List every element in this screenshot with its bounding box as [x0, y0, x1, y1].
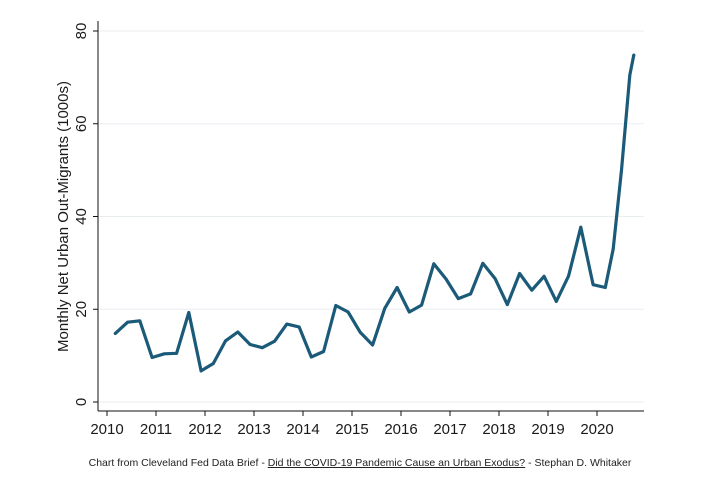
- x-axis-ticks: 2010 2011 2012 2013 2014 2015 2016 2017 2018 2019…: [90, 411, 614, 438]
- data-point: [505, 303, 509, 307]
- y-axis-ticks: 0 20 40 60 80: [73, 23, 98, 406]
- data-point: [224, 339, 227, 343]
- data-point: [620, 168, 623, 172]
- data-point: [632, 53, 636, 57]
- data-point: [432, 262, 436, 266]
- data-point: [518, 272, 521, 275]
- data-point: [322, 350, 325, 353]
- data-point: [591, 283, 595, 287]
- data-point: [628, 73, 632, 77]
- data-point: [469, 292, 472, 296]
- data-point: [611, 247, 615, 251]
- data-point: [383, 306, 387, 310]
- data-point: [175, 351, 178, 355]
- caption: Chart from Cleveland Fed Data Brief - Di…: [0, 457, 720, 469]
- data-point: [187, 311, 191, 314]
- data-point: [420, 303, 423, 307]
- gridlines: [99, 30, 644, 403]
- x-tick-label: 2014: [286, 421, 319, 438]
- x-tick-label: 2012: [188, 421, 221, 438]
- data-point: [248, 343, 252, 346]
- data-point: [162, 352, 166, 356]
- x-tick-label: 2011: [140, 421, 172, 438]
- data-point: [407, 310, 411, 314]
- y-tick-label: 40: [73, 208, 90, 225]
- series-line: [113, 53, 636, 373]
- data-point: [456, 297, 460, 300]
- data-point: [309, 355, 313, 359]
- data-point: [150, 356, 154, 359]
- data-point: [530, 288, 534, 292]
- y-tick-label: 20: [73, 301, 90, 318]
- data-point: [579, 225, 583, 229]
- data-point: [395, 286, 399, 289]
- x-tick-label: 2016: [384, 421, 417, 438]
- data-point: [481, 261, 485, 265]
- data-point: [236, 330, 240, 334]
- data-point: [554, 299, 558, 303]
- x-tick-label: 2019: [531, 421, 564, 438]
- data-point: [138, 319, 142, 323]
- data-point: [603, 286, 607, 289]
- data-point: [346, 310, 350, 314]
- x-tick-label: 2010: [90, 421, 123, 438]
- y-tick-label: 80: [73, 23, 90, 40]
- caption-suffix: - Stephan D. Whitaker: [525, 457, 632, 469]
- series-layer: [113, 53, 636, 373]
- data-point: [444, 277, 448, 281]
- data-point: [199, 369, 203, 373]
- x-tick-label: 2015: [335, 421, 368, 438]
- x-tick-label: 2017: [433, 421, 466, 438]
- x-tick-label: 2020: [580, 421, 613, 438]
- data-point: [334, 304, 338, 307]
- y-axis-title: Monthly Net Urban Out-Migrants (1000s): [55, 81, 72, 352]
- data-point: [273, 339, 276, 343]
- data-point: [297, 325, 301, 329]
- caption-prefix: Chart from Cleveland Fed Data Brief -: [88, 457, 268, 469]
- data-point: [211, 362, 215, 365]
- y-tick-label: 0: [73, 398, 90, 406]
- x-tick-label: 2018: [482, 421, 515, 438]
- data-point: [371, 343, 374, 347]
- data-point: [358, 331, 362, 334]
- data-point: [542, 274, 546, 278]
- data-point: [260, 346, 264, 350]
- data-point: [493, 277, 497, 281]
- y-tick-label: 60: [73, 115, 90, 132]
- data-point: [126, 320, 129, 324]
- data-point: [567, 274, 570, 278]
- x-tick-label: 2013: [237, 421, 270, 438]
- data-point: [285, 322, 289, 326]
- data-point: [113, 331, 117, 335]
- brief-link[interactable]: Did the COVID-19 Pandemic Cause an Urban…: [267, 457, 526, 469]
